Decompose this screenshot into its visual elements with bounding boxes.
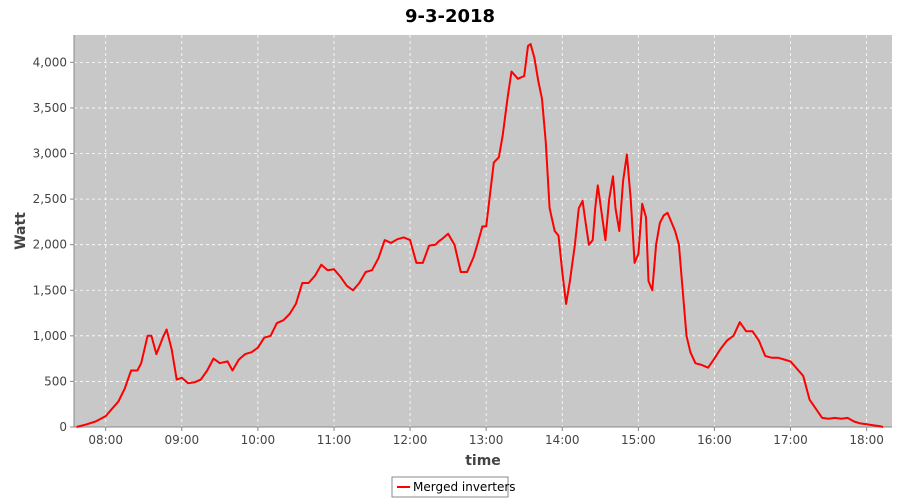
x-tick-label: 15:00 [621, 433, 656, 447]
y-tick-label: 0 [59, 420, 67, 434]
y-tick-label: 1,500 [33, 283, 67, 297]
x-tick-label: 09:00 [165, 433, 200, 447]
x-axis-label: time [465, 453, 501, 469]
x-tick-label: 11:00 [317, 433, 352, 447]
legend-box [391, 476, 509, 498]
y-tick-label: 1,000 [33, 329, 67, 343]
x-tick-label: 14:00 [545, 433, 580, 447]
y-tick-label: 4,000 [33, 55, 67, 69]
plot-area [74, 35, 892, 427]
legend: Merged inverters [391, 476, 516, 498]
y-axis-ticks: 0 500 1,000 1,500 2,000 2,500 3,000 3,500 4,000 [33, 55, 74, 434]
x-tick-label: 12:00 [393, 433, 428, 447]
x-axis-ticks: 08:00 09:00 10:00 11:00 12:00 13:00 14:00 15:00… [88, 427, 884, 447]
y-tick-label: 3,500 [33, 101, 67, 115]
y-tick-label: 500 [44, 374, 67, 388]
legend-label: Merged inverters [413, 480, 516, 494]
y-axis-label: Watt [13, 212, 29, 250]
y-tick-label: 3,000 [33, 147, 67, 161]
y-tick-label: 2,500 [33, 192, 67, 206]
x-tick-label: 16:00 [697, 433, 732, 447]
x-tick-label: 08:00 [88, 433, 123, 447]
y-tick-label: 2,000 [33, 238, 67, 252]
x-tick-label: 10:00 [241, 433, 276, 447]
series-line-merged-inverters [76, 43, 884, 428]
x-tick-label: 18:00 [849, 433, 884, 447]
x-tick-label: 13:00 [469, 433, 504, 447]
chart-title: 9-3-2018 [405, 6, 495, 27]
x-tick-label: 17:00 [773, 433, 808, 447]
